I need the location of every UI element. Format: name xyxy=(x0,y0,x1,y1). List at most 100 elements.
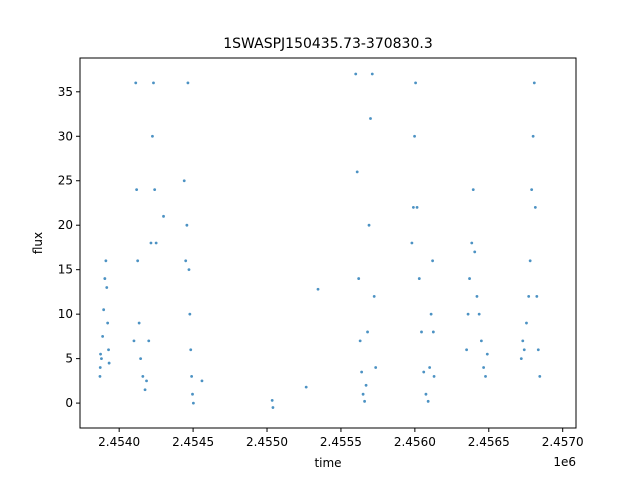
data-point xyxy=(431,259,434,263)
y-tick-label: 25 xyxy=(58,174,73,188)
data-points xyxy=(98,72,542,409)
data-point xyxy=(414,81,417,85)
data-point xyxy=(134,81,138,85)
data-point xyxy=(411,206,415,209)
data-point xyxy=(103,277,107,280)
y-tick-label: 5 xyxy=(65,352,73,366)
data-point xyxy=(415,206,419,209)
data-point xyxy=(485,352,489,356)
data-point xyxy=(535,294,539,298)
x-tick-label: 2.4565 xyxy=(468,435,510,449)
data-point xyxy=(470,241,474,245)
data-point xyxy=(132,339,136,343)
data-point xyxy=(420,330,423,334)
data-point xyxy=(188,312,192,316)
data-point xyxy=(521,339,525,343)
data-point xyxy=(428,366,432,369)
data-point xyxy=(522,348,526,352)
data-point xyxy=(99,352,102,356)
data-point xyxy=(369,117,372,120)
data-point xyxy=(372,294,376,298)
data-point xyxy=(471,188,475,192)
data-point xyxy=(185,223,189,227)
data-point xyxy=(358,339,362,343)
data-point xyxy=(361,392,365,396)
data-point xyxy=(519,357,523,361)
data-point xyxy=(426,399,430,403)
data-point xyxy=(106,321,110,325)
data-point xyxy=(429,312,433,316)
data-point xyxy=(357,277,361,280)
x-axis-offset-label: 1e6 xyxy=(553,455,576,469)
y-tick-label: 10 xyxy=(58,307,73,321)
data-point xyxy=(139,357,143,361)
x-tick-label: 2.4540 xyxy=(98,435,140,449)
data-point xyxy=(482,366,485,369)
data-point xyxy=(105,286,109,289)
data-point xyxy=(104,259,108,263)
y-axis-ticks: 0 5 10 15 20 25 30 35 xyxy=(58,85,80,410)
data-point xyxy=(413,134,416,138)
data-point xyxy=(531,134,535,138)
y-tick-label: 15 xyxy=(58,263,73,277)
data-point xyxy=(100,357,103,361)
y-axis-label: flux xyxy=(31,232,45,254)
data-point xyxy=(417,277,421,280)
y-tick-label: 30 xyxy=(58,129,73,143)
data-point xyxy=(532,81,536,85)
data-point xyxy=(484,375,487,378)
y-tick-label: 35 xyxy=(58,85,73,99)
data-point xyxy=(98,375,102,378)
data-point xyxy=(530,188,534,192)
data-point xyxy=(190,375,194,378)
data-point xyxy=(465,348,468,352)
data-point xyxy=(316,287,320,291)
data-point xyxy=(410,241,414,245)
x-tick-label: 2.4555 xyxy=(320,435,362,449)
data-point xyxy=(363,399,366,403)
data-point xyxy=(141,375,145,378)
data-point xyxy=(367,223,371,227)
chart-title: 1SWASPJ150435.73-370830.3 xyxy=(223,36,432,52)
data-point xyxy=(136,259,140,263)
data-point xyxy=(528,259,532,263)
data-point xyxy=(304,385,308,389)
data-point xyxy=(147,339,151,343)
data-point xyxy=(473,250,477,254)
data-point xyxy=(154,241,158,245)
data-point xyxy=(184,259,188,263)
data-point xyxy=(527,294,531,298)
data-point xyxy=(370,72,374,76)
data-point xyxy=(143,388,147,392)
data-point xyxy=(162,214,165,218)
data-point xyxy=(145,379,148,383)
data-point xyxy=(153,188,157,192)
x-tick-label: 2.4545 xyxy=(172,435,214,449)
data-point xyxy=(479,339,483,343)
x-axis-label: time xyxy=(314,456,341,470)
data-point xyxy=(187,268,191,272)
data-point xyxy=(270,399,274,402)
x-tick-label: 2.4550 xyxy=(246,435,288,449)
data-point xyxy=(431,330,435,334)
x-tick-label: 2.4560 xyxy=(394,435,436,449)
data-point xyxy=(102,308,106,312)
x-tick-label: 2.4570 xyxy=(542,435,584,449)
data-point xyxy=(191,401,195,405)
data-point xyxy=(533,206,537,209)
data-point xyxy=(101,334,105,338)
data-point xyxy=(107,348,110,352)
plot-frame xyxy=(79,57,577,429)
data-point xyxy=(107,361,111,365)
data-point xyxy=(137,321,141,325)
data-point xyxy=(432,375,436,378)
data-point xyxy=(538,375,542,378)
y-tick-label: 0 xyxy=(65,396,73,410)
data-point xyxy=(374,366,378,369)
x-axis-ticks: 2.4540 2.4545 2.4550 2.4555 2.4560 2.4565 2.45… xyxy=(98,428,584,449)
data-point xyxy=(182,179,186,183)
data-point xyxy=(354,72,358,76)
data-point xyxy=(152,81,155,85)
